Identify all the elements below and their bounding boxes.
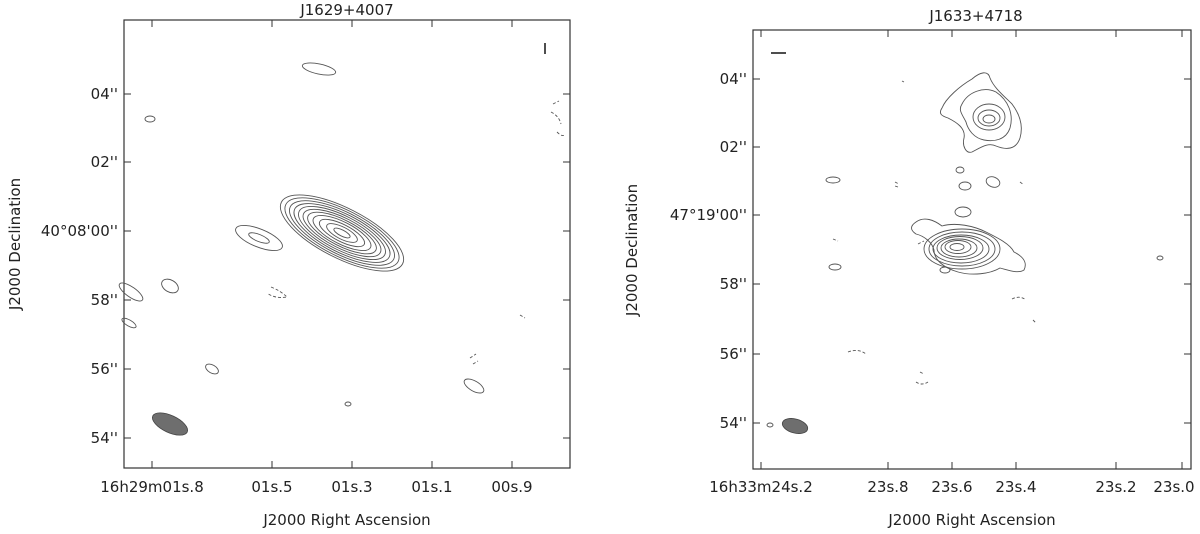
y-tick-label: 47°19'00'' (670, 206, 747, 224)
y-tick-label: 56'' (91, 360, 118, 378)
panel-title: J1629+4007 (299, 1, 393, 19)
y-tick-label: 02'' (91, 153, 118, 171)
x-tick-label: 23s.0 (1153, 478, 1194, 496)
y-tick-label: 02'' (720, 138, 747, 156)
x-tick-label: 23s.6 (931, 478, 972, 496)
y-tick-label: 04'' (91, 85, 118, 103)
y-tick-label: 58'' (91, 291, 118, 309)
y-tick-label: 54'' (720, 414, 747, 432)
plot-frame (123, 19, 571, 469)
beam-ellipse (781, 418, 809, 434)
y-tick-label: 56'' (720, 345, 747, 363)
x-tick-label: 23s.4 (995, 478, 1036, 496)
contour-map-right: J1633+4718 04'' 02'' 47°19'00'' 58'' 56'… (623, 7, 1195, 529)
y-axis-label: J2000 Declination (623, 184, 641, 317)
y-tick-label: 40°08'00'' (41, 222, 118, 240)
x-tick-label: 01s.5 (251, 478, 292, 496)
beam-ellipse (152, 412, 188, 436)
x-axis-label: J2000 Right Ascension (887, 511, 1055, 529)
y-axis-ticks (753, 78, 1191, 424)
plot-frame (752, 29, 1192, 470)
x-tick-label: 00s.9 (491, 478, 532, 496)
y-axis-label: J2000 Declination (6, 178, 24, 311)
x-tick-label: 16h33m24s.2 (709, 478, 813, 496)
y-axis-ticks (124, 93, 570, 439)
x-axis-ticks (151, 20, 513, 468)
x-tick-label: 16h29m01s.8 (100, 478, 204, 496)
contour-lines (766, 72, 1164, 428)
x-tick-label: 01s.1 (411, 478, 452, 496)
contour-map-left: J1629+4007 04'' 02'' 40°08'00'' 58'' 56'… (6, 1, 571, 529)
x-tick-label: 23s.2 (1095, 478, 1136, 496)
y-tick-label: 04'' (720, 70, 747, 88)
x-tick-label: 23s.8 (867, 478, 908, 496)
x-tick-label: 01s.3 (331, 478, 372, 496)
x-axis-label: J2000 Right Ascension (262, 511, 430, 529)
contour-lines (118, 62, 566, 407)
x-axis-ticks (760, 30, 1183, 469)
y-tick-label: 54'' (91, 429, 118, 447)
y-tick-label: 58'' (720, 275, 747, 293)
panel-title: J1633+4718 (928, 7, 1022, 25)
